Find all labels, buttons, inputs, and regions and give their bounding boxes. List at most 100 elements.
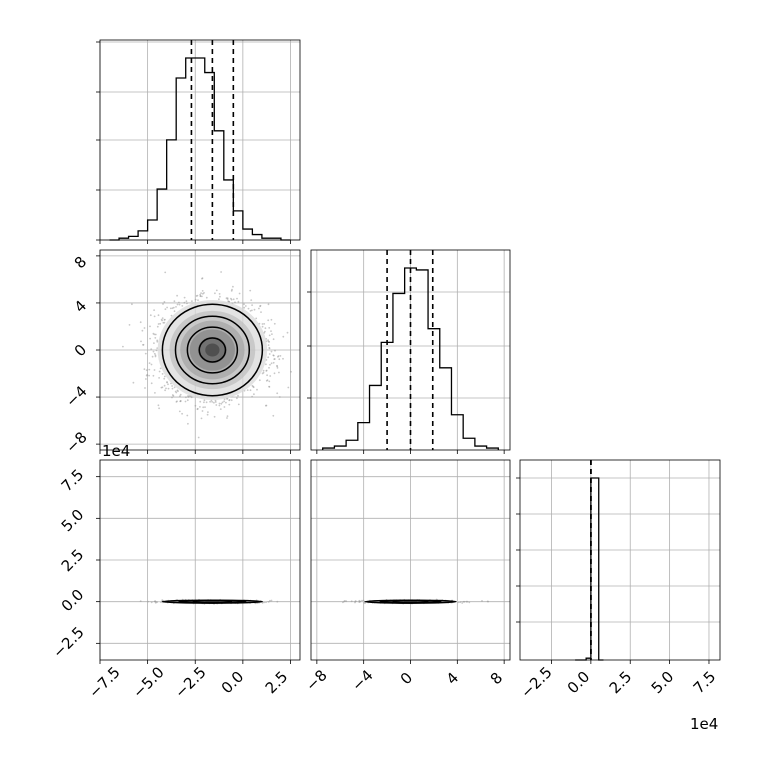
xy-y-tick-neg4: −4 [62, 382, 90, 410]
x-y-point [278, 396, 281, 398]
x-y-point [273, 322, 276, 325]
x-y-point [197, 436, 200, 439]
x-y-point [268, 386, 271, 388]
x-y-point [211, 401, 214, 403]
xy-y-tick-0: 0 [71, 341, 90, 360]
x-y-point [164, 271, 167, 274]
x-y-point [218, 293, 221, 295]
xz-y-tick-2.5: 2.5 [58, 546, 88, 576]
x-z-frame [99, 459, 301, 661]
x-y-point [214, 399, 217, 402]
x-y-point [237, 394, 239, 397]
x-y-point [163, 384, 166, 387]
x-y-point [153, 342, 155, 344]
x-z-panel [96, 459, 301, 664]
y-z-point [465, 600, 468, 603]
x-y-point [272, 354, 275, 357]
x-y-point [132, 381, 135, 384]
x-y-point [267, 339, 269, 342]
x-y-point [190, 396, 193, 399]
x-y-point [148, 362, 151, 364]
x-y-point [152, 374, 155, 377]
x-y-point [213, 415, 216, 418]
x-y-point [215, 404, 218, 406]
xz-y-tick-neg2.5: −2.5 [49, 623, 87, 661]
x-y-point [163, 301, 166, 303]
z-tick-0.0: 0.0 [564, 668, 594, 698]
y-tick-8: 8 [487, 669, 506, 688]
x-y-point [269, 375, 272, 377]
x-y-point [278, 358, 281, 361]
x-y-point [261, 325, 264, 328]
x-y-point [267, 344, 270, 346]
y-z-contour-2 [392, 599, 429, 604]
xy-y-tick-8: 8 [71, 253, 90, 272]
y-z-point [481, 600, 483, 602]
x-y-point [270, 350, 273, 353]
x-z-point [147, 600, 149, 603]
x-y-point [179, 393, 182, 396]
x-y-point [225, 401, 227, 404]
x-y-point [150, 382, 153, 385]
x-y-point [144, 352, 147, 355]
x-y-contour-0 [161, 303, 264, 397]
y-z-point [361, 599, 363, 602]
x-z-point [269, 599, 271, 602]
xz-y-tick-5.0: 5.0 [58, 506, 88, 536]
x-y-point [258, 379, 261, 382]
x-y-point [166, 306, 169, 309]
x-y-point [178, 301, 180, 304]
hist-y-panel [307, 249, 511, 454]
x-y-point [194, 404, 197, 407]
x-y-point [175, 306, 177, 308]
x-y-point [272, 338, 275, 341]
x-y-point [251, 384, 254, 387]
x-y-point [149, 325, 151, 328]
x-y-point [152, 332, 155, 335]
x-y-point [279, 355, 282, 357]
x-y-point [214, 292, 216, 295]
x-y-point [263, 323, 266, 325]
x-y-point [237, 300, 240, 303]
x-y-point [268, 327, 271, 329]
x-y-point [186, 302, 188, 305]
x-y-point [176, 389, 179, 392]
x-y-point [164, 318, 166, 321]
x-y-point [156, 325, 159, 328]
x-y-point [148, 374, 151, 377]
x-y-point [172, 306, 175, 309]
x-y-point [287, 386, 290, 389]
x-y-point [176, 303, 179, 306]
x-y-point [261, 372, 264, 375]
x-y-point [197, 299, 199, 301]
x-y-point [272, 361, 275, 364]
x-y-point [164, 308, 167, 311]
x-y-point [171, 387, 174, 390]
x-y-point [202, 292, 204, 295]
x-y-point [145, 369, 148, 372]
hist-x-step-line [109, 57, 291, 241]
x-y-point [218, 298, 220, 301]
x-y-point [153, 369, 156, 371]
x-y-point [158, 370, 161, 373]
x-y-point [219, 408, 222, 410]
x-y-point [209, 400, 212, 403]
x-y-point [282, 335, 285, 338]
x-y-point [255, 317, 258, 320]
x-y-point [234, 301, 236, 304]
x-y-point [251, 309, 253, 312]
y-z-point [350, 600, 353, 603]
y-z-point [345, 600, 348, 603]
x-y-point [201, 290, 204, 292]
y-tick-neg8: −8 [302, 666, 330, 694]
x-y-point [244, 305, 247, 307]
x-y-point [173, 300, 176, 303]
hist-x-panel [96, 39, 301, 244]
x-y-point [141, 329, 144, 332]
y-z-point [358, 601, 361, 603]
x-y-point [161, 317, 164, 319]
x-z-point [276, 600, 279, 603]
x-y-point [204, 406, 206, 408]
x-y-point [167, 383, 169, 386]
x-y-point [153, 315, 156, 318]
